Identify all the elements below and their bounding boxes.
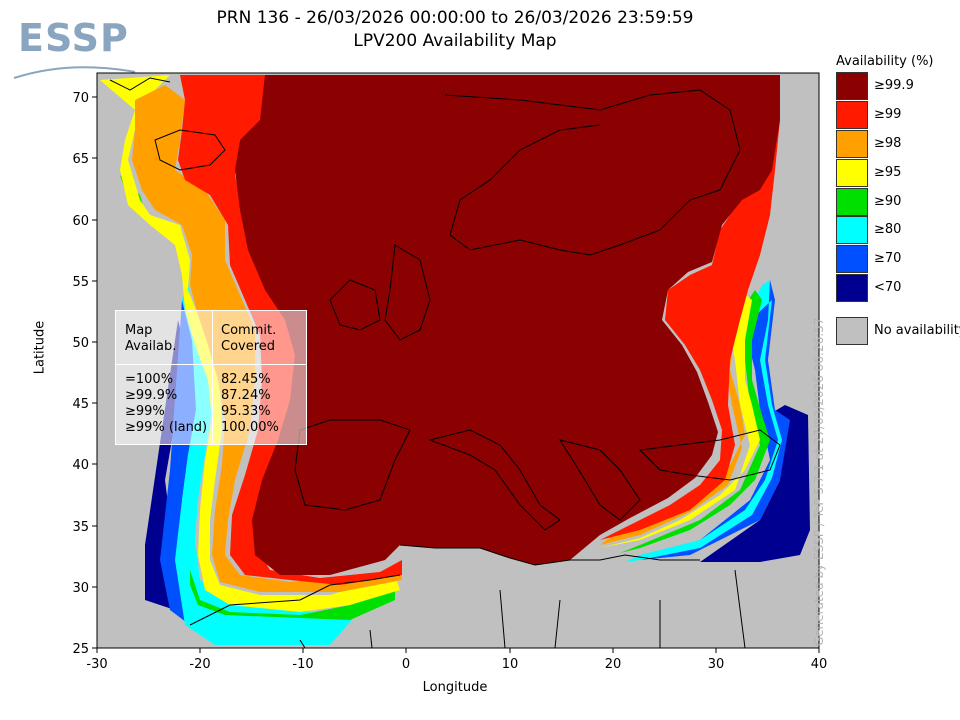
legend-swatch-95 <box>836 159 868 187</box>
y-tick-labels: 70 65 60 55 50 45 40 35 30 25 <box>72 91 89 657</box>
y-tick-label: 60 <box>72 214 89 229</box>
x-tick-label: -20 <box>189 657 210 672</box>
y-tick-label: 40 <box>72 458 89 473</box>
map-title: PRN 136 - 26/03/2026 00:00:00 to 26/03/2… <box>216 8 694 28</box>
legend-label: <70 <box>874 280 902 295</box>
x-axis-label: Longitude <box>422 680 488 695</box>
legend-swatch-no-availability <box>836 317 868 345</box>
band-90 <box>190 570 395 620</box>
legend-label: ≥99 <box>874 107 902 122</box>
table-row-covered: 95.33% <box>221 404 271 419</box>
band-98-west <box>132 85 402 592</box>
availability-levels: =100% ≥99.9% ≥99% ≥99% (land) <box>125 372 207 436</box>
band-95-east <box>600 290 760 548</box>
coastlines <box>109 77 781 648</box>
y-tick-label: 25 <box>72 642 89 657</box>
band-99-east <box>600 75 780 540</box>
x-tick-label: 0 <box>402 657 410 672</box>
logo-swoosh-icon <box>13 66 136 79</box>
generation-credit: Generated by ESSP / TeP 5.7.1 at 27/03/2… <box>812 317 826 646</box>
band-70-east <box>640 280 790 560</box>
legend-swatch-90 <box>836 188 868 216</box>
col-header-commit-covered: Commit. Covered <box>221 323 277 354</box>
y-tick-label: 65 <box>72 152 89 167</box>
legend-label: ≥80 <box>874 222 902 237</box>
table-row-covered: 100.00% <box>221 420 279 435</box>
legend-label: ≥98 <box>874 136 902 151</box>
y-tick-label: 55 <box>72 275 89 290</box>
legend-label: ≥70 <box>874 251 902 266</box>
legend-swatch-99 <box>836 101 868 129</box>
axis-ticks <box>92 96 820 653</box>
y-tick-label: 35 <box>72 520 89 535</box>
table-row-level: ≥99.9% <box>125 388 178 403</box>
covered-values: 82.45% 87.24% 95.33% 100.00% <box>221 372 279 436</box>
y-tick-label: 45 <box>72 397 89 412</box>
legend-swatch-lt70 <box>836 274 868 302</box>
table-divider <box>116 364 306 365</box>
legend-swatch-98 <box>836 130 868 158</box>
x-tick-label: 20 <box>605 657 622 672</box>
x-tick-label: -30 <box>86 657 107 672</box>
legend-swatch-80 <box>836 216 868 244</box>
x-tick-label: 10 <box>502 657 519 672</box>
legend-swatch-999 <box>836 72 868 100</box>
table-row-covered: 82.45% <box>221 372 271 387</box>
essp-logo: ESSP <box>10 10 140 85</box>
table-row-level: ≥99% <box>125 404 165 419</box>
table-row-level: =100% <box>125 372 174 387</box>
legend-label: ≥99.9 <box>874 78 914 93</box>
table-row-level: ≥99% (land) <box>125 420 208 435</box>
y-tick-label: 30 <box>72 581 89 596</box>
legend-label: ≥95 <box>874 165 902 180</box>
band-95-west <box>100 75 400 612</box>
legend-label-no-availability: No availability <box>874 323 960 338</box>
legend-swatch-70 <box>836 245 868 273</box>
logo-text: ESSP <box>18 16 129 60</box>
coverage-stats-table: Map Availab. Commit. Covered =100% ≥99.9… <box>115 310 307 445</box>
x-tick-labels: -30 -20 -10 0 10 20 30 40 <box>86 657 827 672</box>
table-row-covered: 87.24% <box>221 388 271 403</box>
plot-frame <box>96 72 820 649</box>
x-tick-label: 30 <box>708 657 725 672</box>
map-subtitle: LPV200 Availability Map <box>353 31 557 51</box>
col-header-map-availability: Map Availab. <box>125 323 177 354</box>
table-divider <box>212 311 213 444</box>
x-tick-label: -10 <box>292 657 313 672</box>
band-90-east <box>620 290 770 553</box>
y-tick-label: 50 <box>72 336 89 351</box>
y-axis-label: Latitude <box>32 320 48 375</box>
y-tick-label: 70 <box>72 91 89 106</box>
legend-label: ≥90 <box>874 194 902 209</box>
x-tick-label: 40 <box>811 657 828 672</box>
legend-title: Availability (%) <box>836 54 934 69</box>
